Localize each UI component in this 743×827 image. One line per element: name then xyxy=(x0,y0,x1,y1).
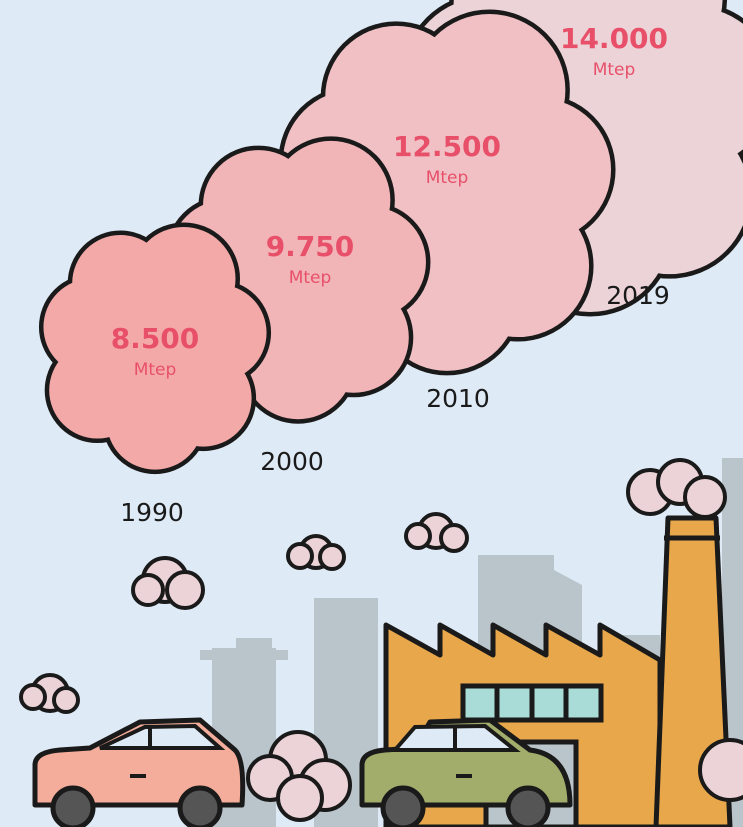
year-label: 1990 xyxy=(120,498,184,527)
value-label: 9.750 xyxy=(266,230,355,263)
unit-label: Mtep xyxy=(289,268,332,288)
value-label: 8.500 xyxy=(111,322,200,355)
cloud-fill xyxy=(107,373,204,470)
year-label: 2000 xyxy=(260,447,324,476)
building xyxy=(236,638,272,652)
unit-label: Mtep xyxy=(426,168,469,188)
unit-label: Mtep xyxy=(134,360,177,380)
value-label: 12.500 xyxy=(393,130,501,163)
clouds: 8.500 Mtep 1990 9.750 Mtep 2000 12.500 Mtep 2010… xyxy=(43,0,743,527)
year-label: 2010 xyxy=(426,384,490,413)
chart: 8.500 Mtep 1990 9.750 Mtep 2000 12.500 Mtep 2010… xyxy=(0,0,743,827)
unit-label: Mtep xyxy=(593,60,636,80)
car xyxy=(35,720,243,827)
page: {"chart_data": {"type": "bubble", "categ… xyxy=(0,0,743,827)
cloud-fill xyxy=(132,227,236,331)
value-label: 14.000 xyxy=(560,22,668,55)
year-label: 2019 xyxy=(606,281,670,310)
